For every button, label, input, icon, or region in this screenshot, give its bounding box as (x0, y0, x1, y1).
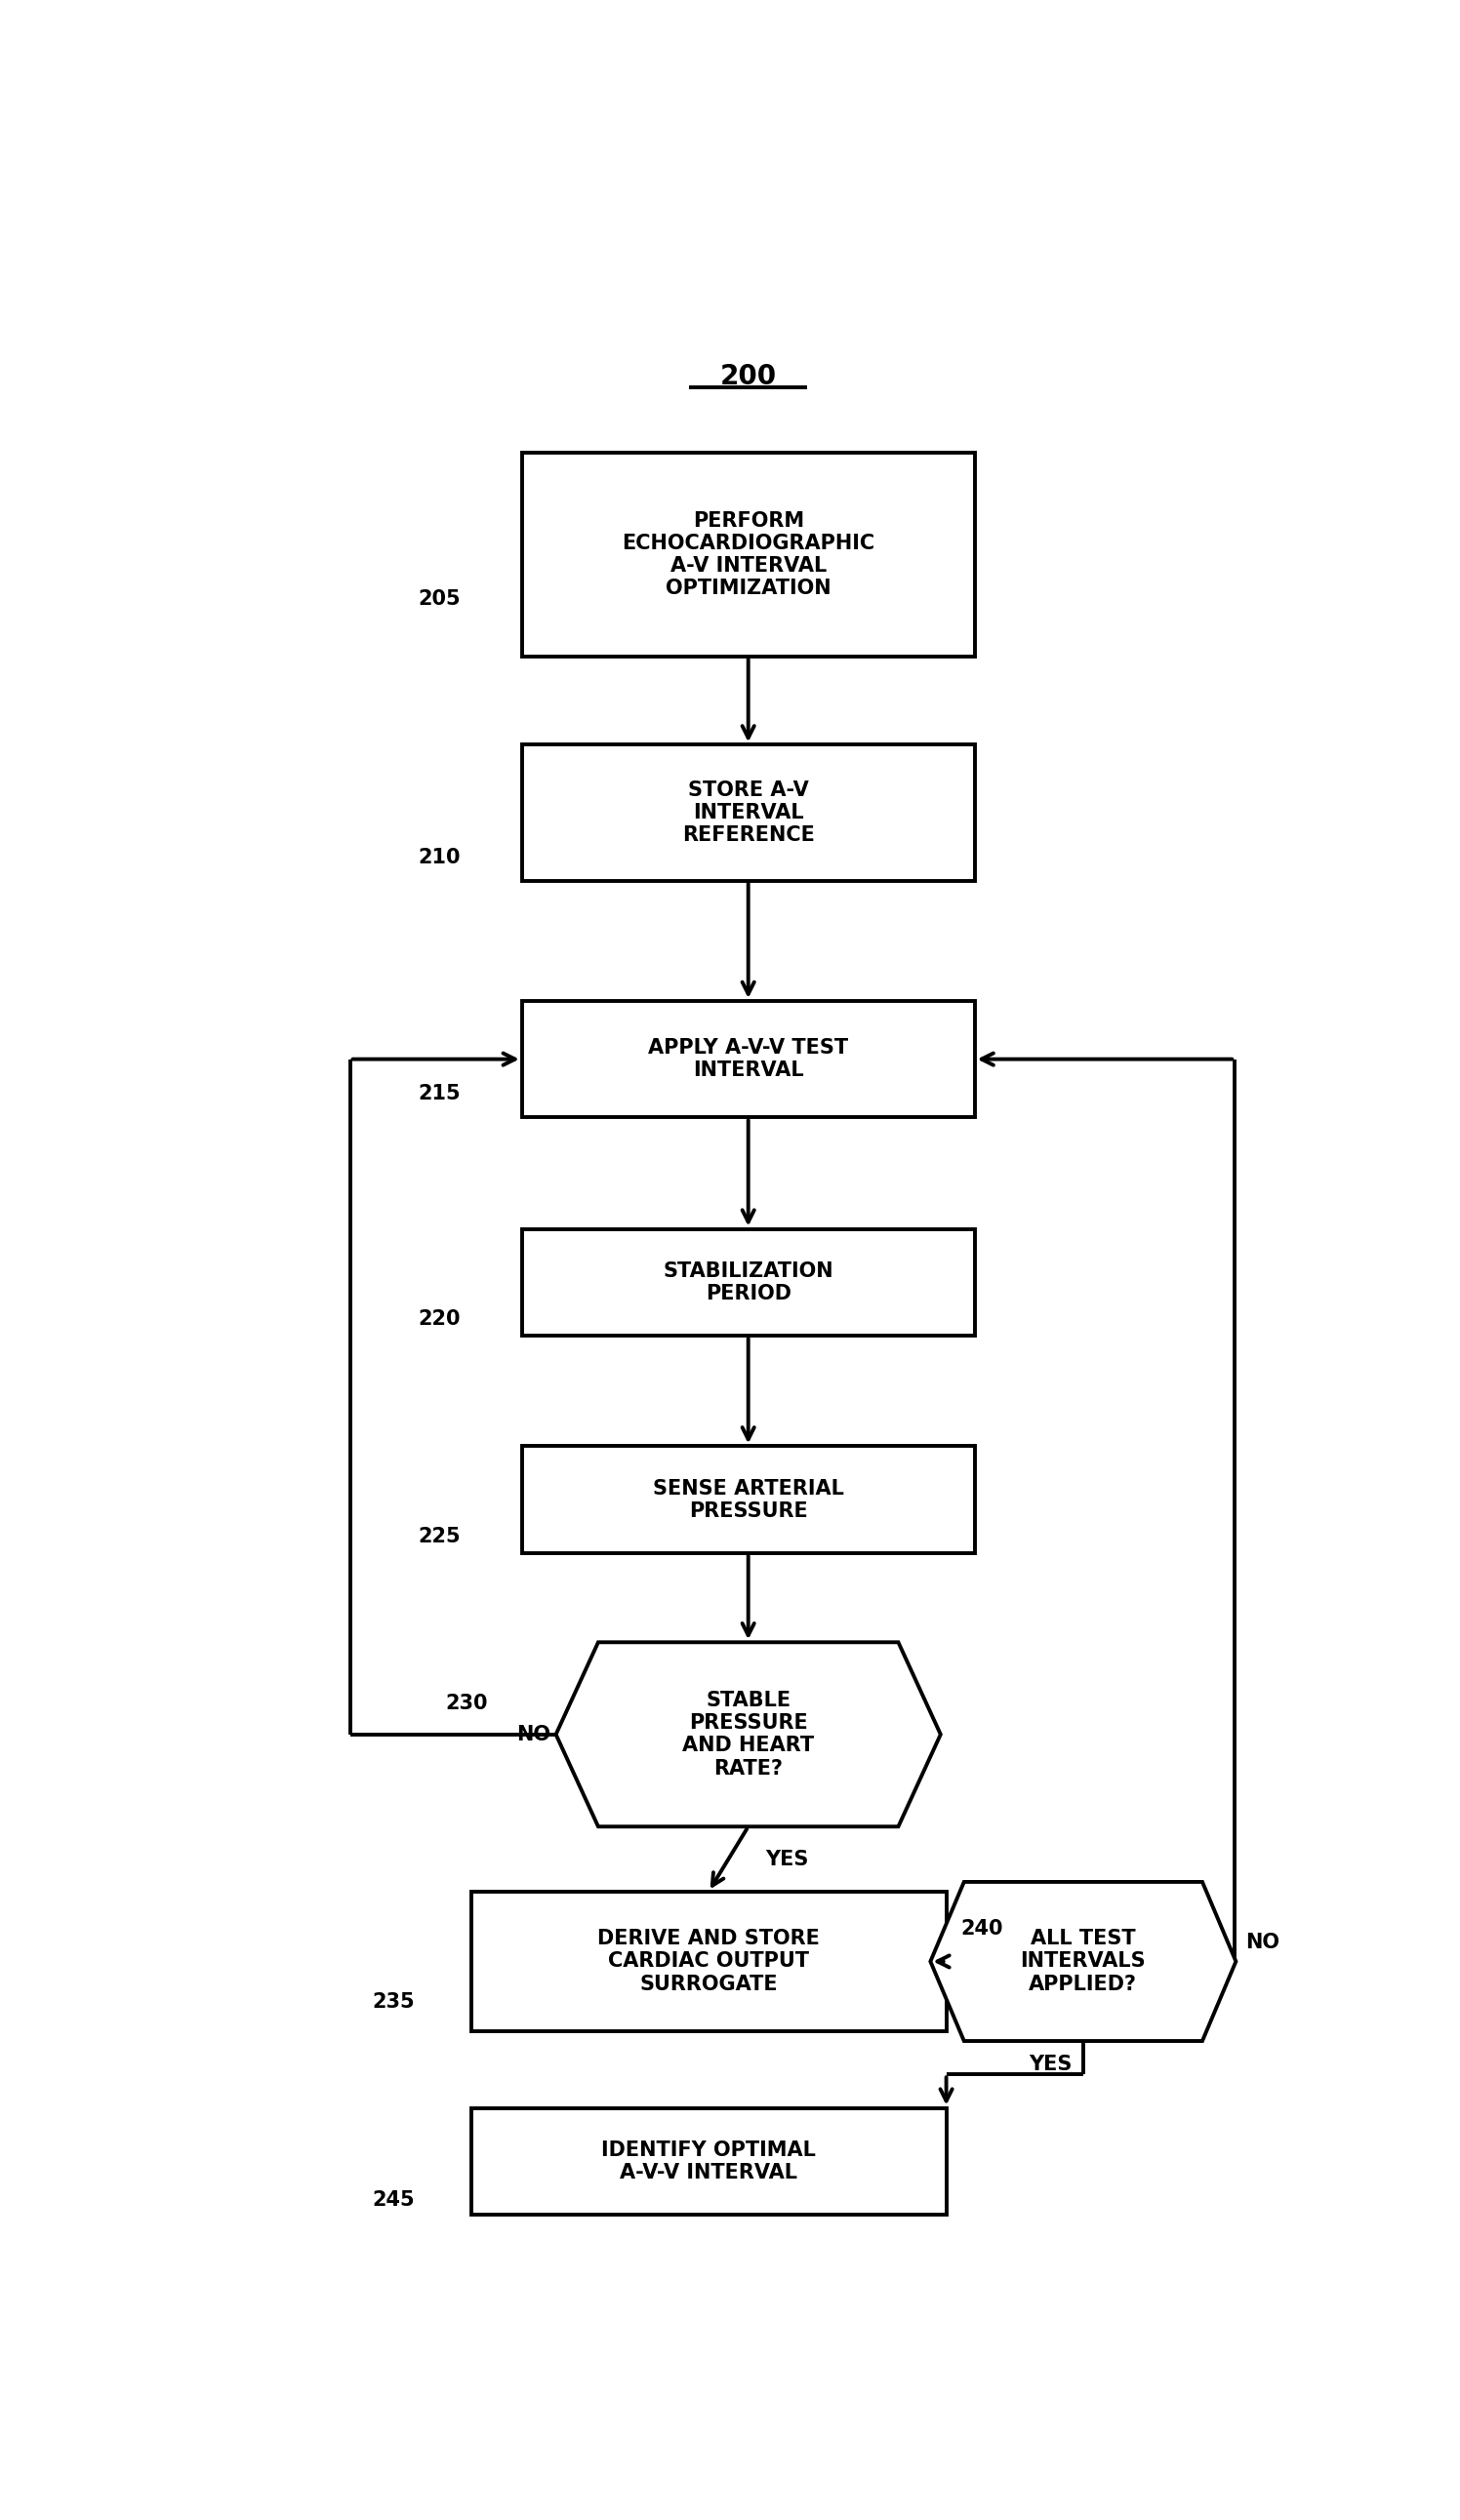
FancyBboxPatch shape (521, 1000, 975, 1116)
FancyBboxPatch shape (472, 2107, 946, 2215)
FancyBboxPatch shape (521, 454, 975, 658)
Text: DERIVE AND STORE
CARDIAC OUTPUT
SURROGATE: DERIVE AND STORE CARDIAC OUTPUT SURROGAT… (597, 1928, 821, 1993)
Text: PERFORM
ECHOCARDIOGRAPHIC
A-V INTERVAL
OPTIMIZATION: PERFORM ECHOCARDIOGRAPHIC A-V INTERVAL O… (622, 512, 875, 597)
Text: STABILIZATION
PERIOD: STABILIZATION PERIOD (663, 1260, 834, 1303)
Text: 220: 220 (418, 1310, 460, 1328)
Polygon shape (556, 1643, 940, 1827)
Text: STABLE
PRESSURE
AND HEART
RATE?: STABLE PRESSURE AND HEART RATE? (682, 1691, 815, 1779)
Text: 230: 230 (445, 1693, 488, 1714)
Text: NO: NO (515, 1724, 550, 1744)
Text: 210: 210 (418, 847, 460, 867)
Text: YES: YES (1028, 2054, 1072, 2074)
Text: 240: 240 (961, 1918, 1003, 1938)
FancyBboxPatch shape (521, 1446, 975, 1552)
Text: 205: 205 (418, 590, 460, 610)
Text: 200: 200 (720, 363, 777, 391)
Text: 245: 245 (372, 2190, 415, 2210)
Text: NO: NO (1245, 1933, 1279, 1953)
Text: YES: YES (765, 1850, 809, 1870)
Text: 215: 215 (418, 1084, 460, 1104)
FancyBboxPatch shape (521, 1230, 975, 1336)
Text: STORE A-V
INTERVAL
REFERENCE: STORE A-V INTERVAL REFERENCE (682, 781, 815, 844)
Text: 235: 235 (372, 1993, 415, 2011)
Text: APPLY A-V-V TEST
INTERVAL: APPLY A-V-V TEST INTERVAL (648, 1038, 848, 1081)
FancyBboxPatch shape (472, 1893, 946, 2031)
Text: 225: 225 (418, 1527, 460, 1547)
Text: IDENTIFY OPTIMAL
A-V-V INTERVAL: IDENTIFY OPTIMAL A-V-V INTERVAL (602, 2139, 816, 2182)
FancyBboxPatch shape (521, 746, 975, 879)
Text: SENSE ARTERIAL
PRESSURE: SENSE ARTERIAL PRESSURE (653, 1479, 844, 1520)
Text: ALL TEST
INTERVALS
APPLIED?: ALL TEST INTERVALS APPLIED? (1021, 1928, 1146, 1993)
Polygon shape (930, 1882, 1237, 2041)
